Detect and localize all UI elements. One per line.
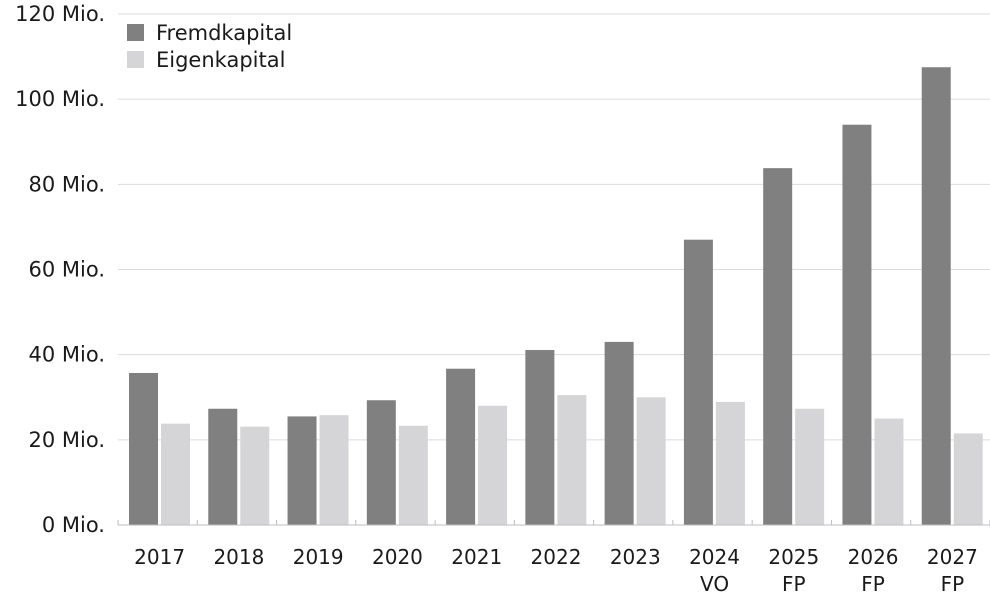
x-tick-label: 2020: [372, 545, 423, 569]
bar-fremdkapital: [921, 67, 951, 526]
bar-eigenkapital: [557, 395, 587, 525]
legend-label-fremdkapital: Fremdkapital: [156, 21, 292, 45]
x-tick-label: VO: [700, 572, 729, 595]
bar-fremdkapital: [683, 239, 713, 526]
legend-label-eigenkapital: Eigenkapital: [156, 48, 285, 72]
bar-eigenkapital: [398, 425, 428, 525]
x-tick-label: FP: [782, 572, 806, 595]
bar-fremdkapital: [525, 349, 555, 525]
legend-swatch-fremdkapital: [127, 24, 144, 41]
bar-fremdkapital: [208, 408, 238, 525]
y-axis-ticks: 0 Mio. 20 Mio. 40 Mio. 60 Mio. 80 Mio. 100 Mi…: [15, 2, 105, 537]
y-tick-label: 100 Mio.: [15, 87, 105, 111]
bar-fremdkapital: [842, 124, 872, 525]
x-tick-label: 2019: [293, 545, 344, 569]
x-tick-label: FP: [861, 572, 885, 595]
x-tick-label: 2024: [689, 545, 740, 569]
x-tick-label: 2018: [213, 545, 264, 569]
bar-eigenkapital: [478, 405, 508, 525]
x-tick-label: 2027: [927, 545, 978, 569]
x-axis: 2017 2018 2019 2020 2021 2022 2023 2024 VO 2025 FP…: [117, 520, 990, 595]
bar-eigenkapital: [319, 415, 349, 525]
bar-fremdkapital: [446, 368, 476, 525]
bar-eigenkapital: [636, 397, 666, 525]
bar-eigenkapital: [715, 401, 745, 525]
x-tick-label: FP: [941, 572, 965, 595]
bar-fremdkapital: [129, 372, 158, 525]
y-tick-label: 40 Mio.: [28, 343, 105, 367]
y-tick-label: 20 Mio.: [28, 428, 105, 452]
bars: [129, 67, 983, 526]
y-tick-label: 60 Mio.: [28, 258, 105, 282]
x-tick-label: 2023: [610, 545, 661, 569]
x-tick-label: 2021: [451, 545, 502, 569]
x-tick-label: 2017: [134, 545, 185, 569]
x-tick-label: 2026: [848, 545, 899, 569]
y-tick-label: 0 Mio.: [42, 513, 105, 537]
y-tick-label: 80 Mio.: [28, 172, 105, 196]
x-tick-label: 2022: [531, 545, 582, 569]
y-tick-label: 120 Mio.: [15, 2, 105, 26]
bar-fremdkapital: [604, 341, 634, 525]
bar-fremdkapital: [287, 416, 317, 525]
bar-eigenkapital: [240, 426, 270, 525]
bar-fremdkapital: [366, 400, 396, 525]
bar-eigenkapital: [874, 418, 904, 525]
bar-eigenkapital: [161, 423, 190, 525]
bar-eigenkapital: [795, 408, 825, 525]
legend: Fremdkapital Eigenkapital: [127, 21, 292, 72]
bar-fremdkapital: [763, 168, 793, 525]
legend-swatch-eigenkapital: [127, 51, 144, 68]
x-tick-label: 2025: [768, 545, 819, 569]
bar-eigenkapital: [953, 433, 983, 525]
